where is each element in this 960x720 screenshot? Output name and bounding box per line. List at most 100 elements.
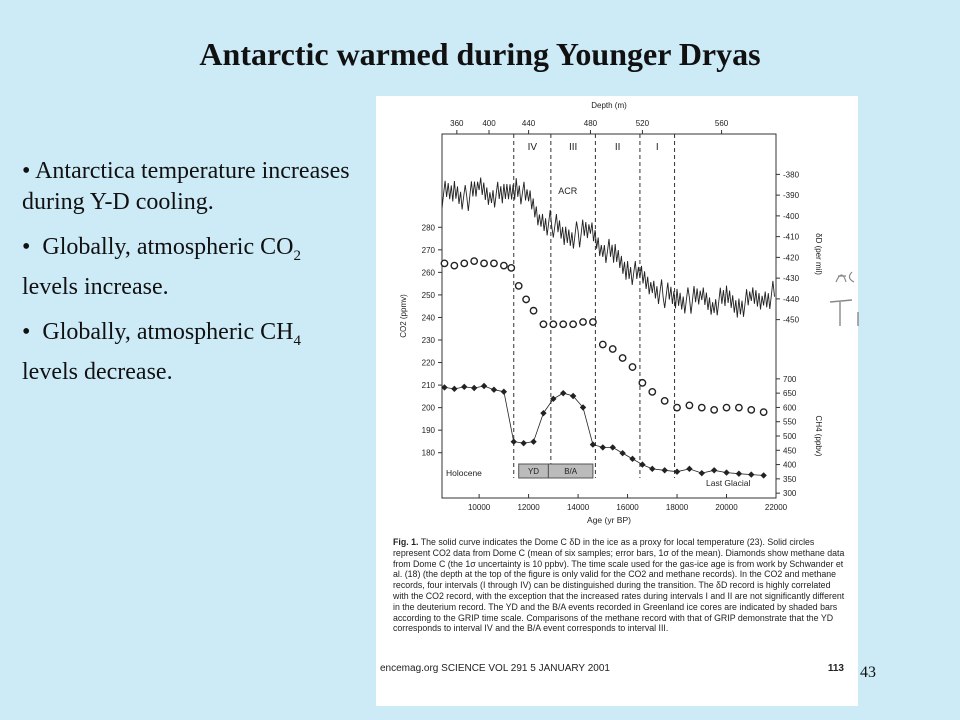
top-tick-label: 360 xyxy=(450,119,464,128)
co2-data-point xyxy=(559,320,568,329)
dD-y-tick-label: -420 xyxy=(783,253,800,262)
co2-data-point xyxy=(549,320,558,329)
bullet-text: Globally, atmospheric CH xyxy=(42,318,294,345)
ch4-data-point xyxy=(629,455,636,463)
top-tick-label: 440 xyxy=(522,119,536,128)
bullet-subscript: 4 xyxy=(293,332,301,349)
co2-data-point xyxy=(710,405,719,414)
journal-footer: encemag.org SCIENCE VOL 291 5 JANUARY 20… xyxy=(380,663,850,674)
science-figure: Depth (m) 360 400 440 480 520 560 10000 12000 140… xyxy=(376,96,858,706)
plot-frame xyxy=(441,133,777,499)
ch4-y-tick-label: 450 xyxy=(783,446,797,455)
ch4-data-point xyxy=(609,444,616,451)
bullet-text: levels increase. xyxy=(22,273,169,300)
event-label: B/A xyxy=(564,467,578,476)
co2-axis-label: CO2 (ppmv) xyxy=(399,294,408,338)
co2-data-point xyxy=(490,259,498,268)
co2-data-point xyxy=(514,281,523,290)
co2-data-point xyxy=(569,320,578,329)
co2-data-point xyxy=(480,259,488,268)
ch4-data-point xyxy=(500,388,508,395)
ch4-data-point xyxy=(710,467,718,474)
co2-data-point xyxy=(460,259,469,268)
ch4-data-point xyxy=(639,461,646,468)
dD-y-tick-label: -400 xyxy=(783,212,800,221)
ch4-data-point xyxy=(490,386,498,393)
ch4-data-point xyxy=(540,409,547,417)
co2-data-point xyxy=(697,403,706,412)
event-label: YD xyxy=(528,467,539,476)
co2-data-point xyxy=(608,345,617,353)
ch4-data-point xyxy=(441,384,448,391)
co2-data-point xyxy=(638,378,647,387)
co2-data-point xyxy=(470,257,479,265)
co2-data-point xyxy=(529,306,538,315)
co2-y-tick-label: 260 xyxy=(422,268,436,277)
figure-caption: Fig. 1. The solid curve indicates the Do… xyxy=(393,537,848,634)
top-tick-label: 400 xyxy=(482,119,496,128)
co2-y-tick-label: 180 xyxy=(422,449,436,458)
ch4-y-tick-label: 300 xyxy=(783,489,797,498)
bullet-item: • Globally, atmospheric CH4 levels decre… xyxy=(22,318,301,385)
ch4-y-tick-label: 700 xyxy=(783,375,797,384)
x-tick-label: 20000 xyxy=(715,503,738,512)
co2-data-point xyxy=(747,405,756,414)
interval-label: I xyxy=(656,142,659,153)
bullet-text: levels decrease. xyxy=(22,358,173,385)
co2-y-tick-label: 240 xyxy=(422,313,436,322)
co2-data-point xyxy=(734,403,743,412)
ch4-data-point xyxy=(735,470,743,477)
dD-y-tick-label: -450 xyxy=(783,316,800,325)
co2-y-tick-label: 190 xyxy=(422,426,436,435)
ch4-data-point xyxy=(649,465,656,473)
bullet-list: • Antarctica temperature increases durin… xyxy=(22,156,352,402)
ch4-data-point xyxy=(748,471,755,478)
co2-data-point xyxy=(522,295,531,304)
co2-data-point xyxy=(648,387,657,396)
margin-scribble xyxy=(835,271,855,283)
co2-data-point xyxy=(440,259,449,268)
ch4-series-line xyxy=(444,385,764,476)
slide-title: Antarctic warmed during Younger Dryas xyxy=(199,36,761,72)
annotation-acr: ACR xyxy=(558,186,578,196)
ch4-y-tick-label: 400 xyxy=(783,461,797,470)
co2-y-tick-label: 210 xyxy=(422,381,436,390)
bullet-text: Globally, atmospheric CO xyxy=(42,234,294,260)
ch4-data-point xyxy=(661,467,668,474)
co2-y-tick-label: 200 xyxy=(422,404,436,413)
ch4-y-tick-label: 600 xyxy=(783,403,797,412)
period-label: Last Glacial xyxy=(706,478,751,488)
top-tick-label: 520 xyxy=(636,119,650,128)
period-label: Holocene xyxy=(446,468,482,478)
top-tick-label: 560 xyxy=(715,119,729,128)
ch4-data-point xyxy=(480,382,488,390)
slide-number: 43 xyxy=(860,664,876,681)
interval-label: IV xyxy=(528,142,538,153)
co2-data-point xyxy=(539,320,548,329)
co2-data-point xyxy=(673,403,681,412)
co2-y-tick-label: 230 xyxy=(422,336,436,345)
co2-y-tick-label: 250 xyxy=(422,291,436,300)
co2-data-point xyxy=(722,403,731,412)
journal-citation: encemag.org SCIENCE VOL 291 5 JANUARY 20… xyxy=(380,663,610,674)
ch4-y-tick-label: 650 xyxy=(783,389,797,398)
co2-data-point xyxy=(499,261,508,270)
dD-y-tick-label: -410 xyxy=(783,233,800,242)
dD-y-tick-label: -430 xyxy=(783,274,800,283)
caption-label: Fig. 1. xyxy=(393,537,419,547)
paleoclimate-chart: Depth (m) 360 400 440 480 520 560 10000 12000 140… xyxy=(399,101,823,525)
ch4-data-point xyxy=(698,469,705,477)
caption-text: The solid curve indicates the Dome C δD … xyxy=(393,537,845,634)
ch4-data-point xyxy=(530,438,537,445)
co2-data-point xyxy=(450,261,459,270)
ch4-data-point xyxy=(451,385,458,393)
x-tick-label: 12000 xyxy=(517,503,540,512)
ch4-data-point xyxy=(510,438,517,445)
margin-scribble xyxy=(829,299,859,326)
dD-y-tick-label: -380 xyxy=(783,170,800,179)
ch4-y-tick-label: 550 xyxy=(783,418,797,427)
co2-data-point xyxy=(660,396,669,405)
co2-data-point xyxy=(598,340,607,349)
ch4-y-tick-label: 500 xyxy=(783,432,797,441)
x-axis-label: Age (yr BP) xyxy=(587,515,631,525)
